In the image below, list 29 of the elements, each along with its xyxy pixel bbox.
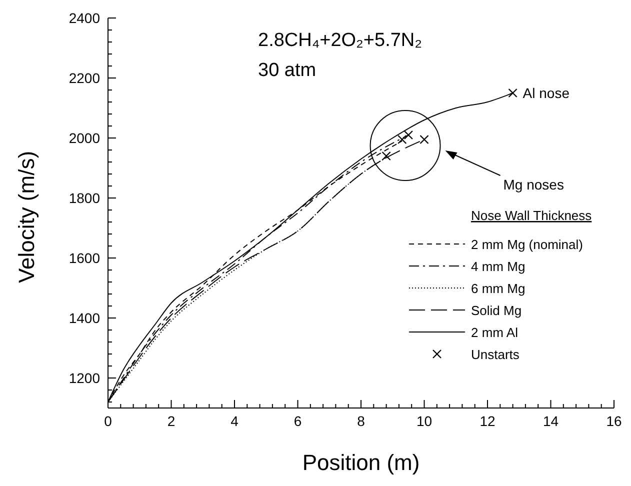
x-tick-label: 10 — [416, 412, 432, 429]
x-tick-label: 12 — [480, 412, 496, 429]
x-tick-label: 4 — [230, 412, 239, 429]
legend-label: 6 mm Mg — [471, 281, 526, 296]
y-tick-label: 1400 — [68, 310, 100, 326]
x-tick-label: 2 — [167, 412, 176, 429]
x-tick-label: 14 — [542, 412, 559, 429]
y-axis-title: Velocity (m/s) — [14, 150, 39, 283]
x-axis-title: Position (m) — [302, 450, 420, 475]
annotation: Al nose — [522, 85, 570, 101]
y-tick-label: 1200 — [68, 370, 100, 386]
y-tick-label: 1600 — [68, 250, 100, 266]
y-tick-label: 2200 — [68, 70, 100, 86]
annotation: 2.8CH₄+2O₂+5.7N₂ — [258, 30, 422, 51]
x-tick-label: 8 — [357, 412, 366, 429]
y-tick-label: 2400 — [68, 10, 100, 26]
legend-title: Nose Wall Thickness — [471, 208, 592, 223]
y-tick-label: 2000 — [68, 130, 100, 146]
annotation: 30 atm — [258, 60, 316, 81]
legend-label: Unstarts — [471, 347, 520, 362]
x-tick-label: 6 — [294, 412, 302, 429]
annotation: Mg noses — [503, 176, 564, 192]
legend-label: Solid Mg — [471, 303, 522, 318]
x-tick-label: 16 — [606, 412, 622, 429]
x-tick-label: 0 — [104, 412, 112, 429]
legend-label: 2 mm Mg (nominal) — [471, 237, 583, 252]
legend-label: 2 mm Al — [471, 325, 518, 340]
legend-label: 4 mm Mg — [471, 259, 526, 274]
y-tick-label: 1800 — [68, 190, 100, 206]
